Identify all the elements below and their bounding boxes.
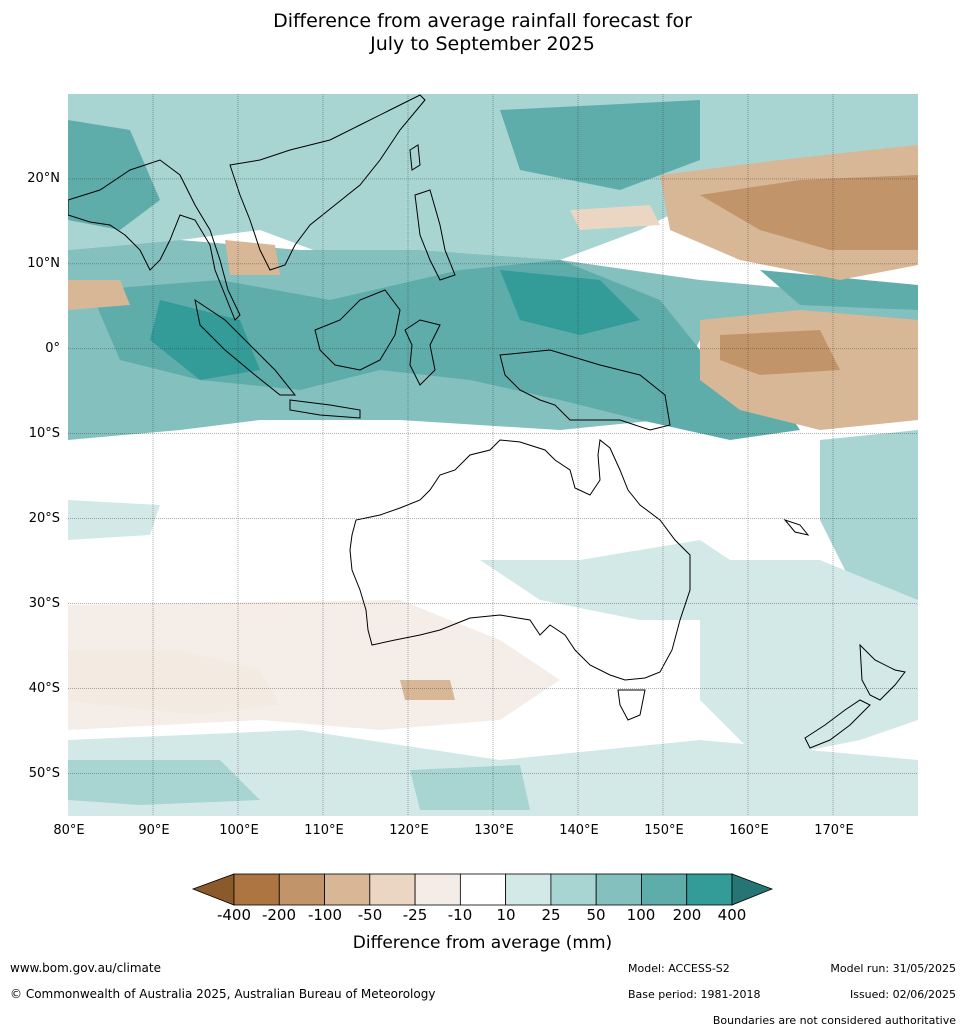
lat-label-10s: 10°S: [28, 426, 60, 441]
australia-coastline: [349, 439, 691, 681]
base-period-text: Base period: 1981-2018: [628, 988, 761, 1001]
disclaimer-text: Boundaries are not considered authoritat…: [712, 1014, 956, 1027]
colorbar-label: -25: [402, 906, 428, 924]
lon-label-160e: 160°E: [729, 823, 769, 838]
colorbar-title: Difference from average (mm): [352, 933, 613, 953]
lon-label-170e: 170°E: [814, 823, 854, 838]
lon-label-120e: 120°E: [389, 823, 429, 838]
lon-label-140e: 140°E: [559, 823, 599, 838]
map-title: Difference from average rainfall forecas…: [0, 10, 965, 56]
model-text: Model: ACCESS-S2: [628, 962, 730, 975]
lat-label-30s: 30°S: [28, 596, 60, 611]
colorbar-label: -50: [357, 906, 383, 924]
land-masses: [68, 94, 906, 749]
sulawesi-coastline: [404, 319, 441, 386]
graticule: [68, 94, 918, 816]
wet-region-southern-ocean-west: [68, 760, 260, 805]
lon-label-130e: 130°E: [474, 823, 514, 838]
colorbar-label: 50: [586, 906, 606, 924]
lat-label-0: 0°: [45, 341, 60, 356]
wet-region-indian-ocean: [68, 500, 160, 540]
java-coastline: [289, 399, 361, 419]
new-guinea-coastline: [499, 349, 671, 431]
east-asia-coastline: [229, 94, 426, 271]
website-link[interactable]: www.bom.gov.au/climate: [10, 961, 161, 975]
wet-region-south-pacific: [820, 430, 918, 620]
lat-label-50s: 50°S: [28, 766, 60, 781]
lon-label-80e: 80°E: [53, 823, 85, 838]
new-caledonia-coastline: [783, 518, 810, 536]
new-zealand-south-island: [804, 699, 871, 749]
colorbar-label: -10: [447, 906, 473, 924]
wet-region-bay-of-bengal: [68, 120, 160, 230]
dry-region-gulf-of-thailand: [225, 240, 280, 275]
wet-region-southern-ocean-central: [410, 765, 530, 810]
model-run-text: Model run: 31/05/2025: [830, 962, 956, 975]
dry-region-equatorial-pacific-core: [720, 330, 840, 375]
borneo-coastline: [314, 289, 401, 371]
lat-label-10n: 10°N: [27, 256, 60, 271]
colorbar-label: 400: [717, 906, 747, 924]
copyright-text: © Commonwealth of Australia 2025, Austra…: [10, 987, 436, 1001]
wet-region-central-pacific: [760, 270, 918, 310]
map-area: [68, 94, 918, 816]
title-line-1: Difference from average rainfall forecas…: [273, 10, 692, 32]
colorbar-label: 10: [496, 906, 516, 924]
sumatra-coastline: [194, 298, 297, 396]
wet-region-west-pacific: [500, 100, 700, 190]
dry-region-north-pacific-core: [700, 175, 918, 250]
colorbar-label: -200: [261, 906, 297, 924]
colorbar-label: 100: [626, 906, 656, 924]
philippines-coastline: [414, 189, 456, 281]
title-line-2: July to September 2025: [370, 33, 595, 55]
lat-label-20s: 20°S: [28, 511, 60, 526]
lon-label-90e: 90°E: [138, 823, 170, 838]
taiwan-coastline: [409, 144, 421, 171]
lat-label-40s: 40°S: [28, 681, 60, 696]
dry-region-mariana: [570, 205, 660, 230]
lon-label-150e: 150°E: [644, 823, 684, 838]
colorbar-label: -100: [307, 906, 343, 924]
new-zealand-north-island: [859, 643, 906, 701]
colorbar-label: 25: [541, 906, 561, 924]
wet-anomaly-regions: [68, 94, 918, 816]
wet-region-sumatra: [150, 300, 260, 380]
wet-region-philippine-sea: [500, 270, 640, 335]
tasmania-coastline: [617, 689, 646, 721]
colorbar-label: -400: [216, 906, 252, 924]
lon-label-110e: 110°E: [304, 823, 344, 838]
colorbar-label: 200: [672, 906, 702, 924]
south-asia-coastline: [68, 159, 241, 321]
lat-label-20n: 20°N: [27, 171, 60, 186]
dry-region-arabian-sea: [68, 280, 130, 310]
lon-label-100e: 100°E: [219, 823, 259, 838]
dry-region-south-of-australia: [400, 680, 455, 700]
issued-text: Issued: 02/06/2025: [849, 988, 956, 1001]
wet-region-tasman: [700, 560, 918, 760]
